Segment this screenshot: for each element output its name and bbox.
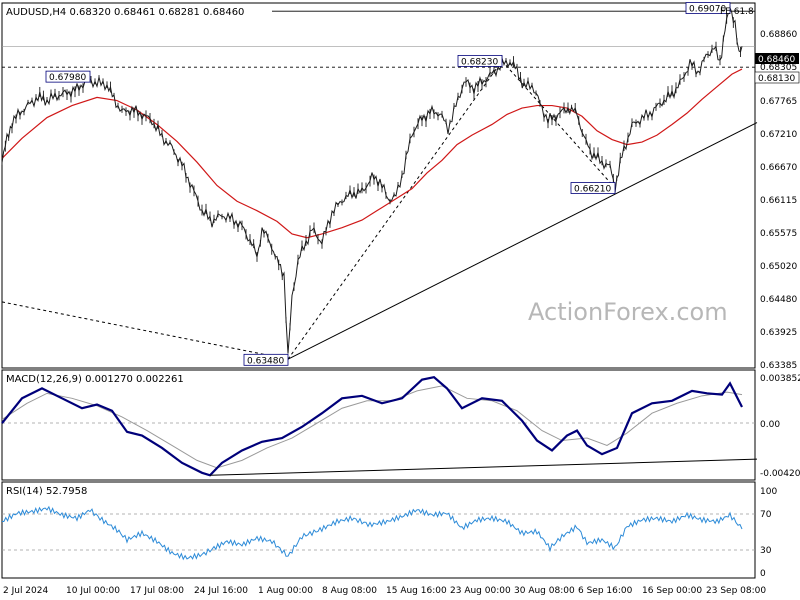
macd-layer [1, 376, 758, 477]
price-tick-8: 0.64480 [760, 295, 797, 305]
support-trendline [287, 122, 758, 360]
current-price-box: 0.68460 [755, 53, 799, 65]
x-tick-8: 30 Aug 08:00 [514, 586, 575, 596]
rsi-tick-0: 100 [760, 487, 777, 497]
rsi-panel-title: RSI(14) 52.7958 [6, 486, 87, 497]
annotation-box [45, 70, 91, 83]
x-tick-0: 2 Jul 2024 [3, 586, 48, 596]
price-tick-3: 0.67210 [760, 130, 797, 140]
pullback-dashed-line [501, 60, 616, 189]
annotation-box [457, 54, 503, 67]
price-tick-6: 0.65575 [760, 229, 797, 239]
moving-average-line [1, 68, 743, 239]
price-layer: 0.67980 0.63480 0.68230 0.66210 0.69070 [1, 2, 758, 366]
price-tick-5: 0.66115 [760, 196, 797, 206]
x-tick-9: 6 Sep 16:00 [578, 586, 633, 596]
x-tick-5: 8 Aug 08:00 [322, 586, 377, 596]
x-axis: 2 Jul 2024 10 Jul 00:00 17 Jul 08:00 24 … [3, 586, 766, 596]
rsi-layer [1, 505, 743, 561]
rsi-panel-frame [1, 481, 756, 579]
price-annotation: 0.68230 [457, 54, 503, 67]
price-annotation: 0.67980 [45, 70, 91, 83]
macd-panel-title: MACD(12,26,9) 0.001270 0.002261 [6, 374, 184, 385]
x-tick-1: 10 Jul 00:00 [66, 586, 120, 596]
macd-panel-frame [1, 369, 756, 481]
level-price-label: 0.68130 [758, 74, 795, 84]
rsi-tick-1: 70 [760, 510, 772, 520]
price-tick-2: 0.67765 [760, 97, 797, 107]
price-panel-frame [1, 2, 756, 369]
level-price-bg [754, 71, 800, 84]
macd-trendline [209, 458, 758, 476]
price-tick-10: 0.63385 [760, 361, 797, 371]
price-annotation: 0.66210 [570, 182, 616, 195]
annotation-label: 0.66210 [574, 185, 611, 195]
macd-tick-0: 0.003852 [760, 374, 800, 384]
price-tick-4: 0.66670 [760, 163, 797, 173]
annotation-box [243, 353, 289, 366]
x-tick-3: 24 Jul 16:00 [194, 586, 248, 596]
rsi-tick-2: 30 [760, 546, 772, 556]
price-y-axis: 0.68860 0.68305 0.67765 0.67210 0.66670 … [760, 30, 797, 371]
fib-extension-label: FE 61.8 [720, 7, 754, 17]
x-tick-6: 15 Aug 16:00 [386, 586, 447, 596]
price-annotation: 0.69070 [685, 2, 731, 15]
annotation-label: 0.67980 [49, 73, 86, 83]
lower-left-dashed-line [1, 301, 289, 360]
x-tick-2: 17 Jul 08:00 [130, 586, 184, 596]
current-price-label: 0.68460 [758, 55, 795, 65]
x-tick-11: 23 Sep 08:00 [706, 586, 766, 596]
watermark-text: ActionForex.com [528, 298, 728, 326]
price-tick-1: 0.68305 [760, 63, 797, 73]
annotation-label: 0.69070 [689, 5, 726, 15]
price-tick-0: 0.68860 [760, 30, 797, 40]
rsi-tick-3: 0 [760, 569, 766, 579]
rsi-line [1, 505, 743, 561]
price-annotation: 0.63480 [243, 353, 289, 366]
macd-tick-2: -0.004204 [760, 469, 800, 479]
annotation-label: 0.68230 [461, 57, 498, 67]
fib-projection-dashed-line [287, 60, 503, 360]
level-price-box: 0.68130 [754, 71, 800, 84]
macd-tick-1: 0.00 [760, 420, 780, 430]
macd-line [1, 376, 743, 477]
price-tick-9: 0.63925 [760, 328, 797, 338]
annotation-box [570, 182, 616, 194]
x-tick-10: 16 Sep 00:00 [642, 586, 702, 596]
x-tick-4: 1 Aug 00:00 [258, 586, 313, 596]
price-tick-7: 0.65020 [760, 262, 797, 272]
annotation-label: 0.63480 [247, 356, 284, 366]
current-price-bg [755, 53, 799, 64]
x-tick-7: 23 Aug 00:00 [450, 586, 511, 596]
price-panel-title: AUDUSD,H4 0.68320 0.68461 0.68281 0.6846… [6, 7, 244, 18]
annotation-box [685, 2, 731, 14]
price-candles [1, 5, 741, 331]
